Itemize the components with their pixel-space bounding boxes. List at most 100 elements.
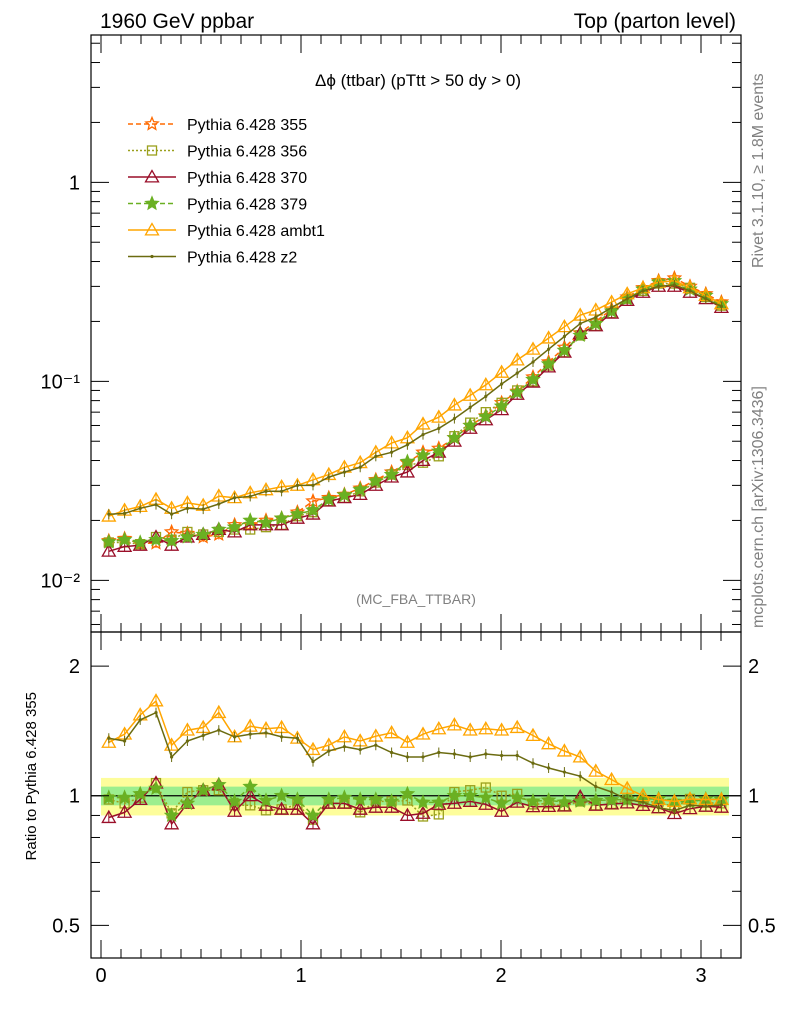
data-point (431, 409, 447, 423)
data-point (264, 731, 268, 735)
data-point (399, 785, 416, 801)
data-point (154, 503, 158, 507)
data-point (468, 405, 472, 409)
x-tick-label: 1 (295, 965, 306, 987)
data-point (305, 501, 321, 517)
data-point (540, 330, 557, 344)
data-point (154, 710, 158, 715)
data-point (478, 377, 494, 391)
data-point (493, 364, 510, 378)
data-point (123, 511, 127, 515)
data-point (452, 752, 456, 756)
data-point (116, 789, 133, 805)
data-point (493, 803, 510, 817)
data-point (107, 512, 111, 516)
data-point (515, 753, 519, 758)
series-z2-ratio (107, 707, 724, 816)
data-point (446, 429, 463, 445)
data-point (248, 494, 252, 499)
data-point (327, 749, 331, 753)
data-point (446, 397, 463, 411)
data-point (179, 722, 196, 736)
data-point (437, 426, 441, 431)
data-point (437, 750, 441, 755)
data-point (195, 781, 212, 797)
legend-label: Pythia 6.428 370 (187, 170, 307, 187)
data-point (289, 801, 306, 815)
legend-item: Pythia 6.428 355 (128, 115, 307, 134)
data-point (415, 726, 431, 740)
data-point (383, 725, 400, 739)
data-point (610, 790, 614, 794)
data-point (462, 787, 479, 803)
data-point (704, 804, 708, 808)
y-tick-label: 1 (69, 172, 80, 194)
data-point (226, 519, 243, 534)
data-point (217, 728, 221, 732)
data-point (195, 526, 211, 542)
data-point (478, 796, 494, 810)
data-point (588, 763, 604, 777)
data-point (477, 789, 494, 805)
data-point (688, 289, 692, 293)
data-point (305, 816, 321, 830)
data-point (415, 447, 431, 462)
data-point (170, 512, 174, 516)
data-point (185, 506, 189, 510)
data-point (179, 528, 196, 544)
data-point (226, 793, 243, 809)
data-point (163, 807, 180, 823)
series-355 (101, 269, 730, 551)
ratio-y-tick-label-right: 1 (748, 786, 759, 808)
data-point (170, 755, 174, 759)
data-point (556, 342, 573, 358)
data-point (368, 799, 384, 813)
data-point (280, 489, 284, 493)
data-point (374, 454, 378, 458)
data-point (226, 803, 243, 817)
data-point (452, 416, 456, 421)
data-point (610, 305, 614, 310)
data-point (641, 289, 645, 293)
data-point (431, 721, 447, 735)
data-point (484, 752, 488, 756)
series-ambt1 (101, 272, 730, 522)
data-point (211, 776, 227, 792)
data-point (116, 531, 133, 547)
data-point (578, 774, 582, 778)
data-point (233, 735, 237, 739)
ratio-ylabel: Ratio to Pythia 6.428 355 (23, 692, 40, 860)
data-point (531, 360, 535, 364)
data-point (588, 315, 604, 331)
legend-marker (150, 254, 154, 259)
data-point (478, 721, 494, 735)
data-point (431, 443, 447, 458)
data-point (493, 795, 510, 810)
legend: Pythia 6.428 355 Pythia 6.428 356 Pythia 6… (128, 115, 325, 267)
data-point (390, 450, 394, 454)
data-point (625, 797, 629, 802)
data-point (525, 727, 541, 742)
data-point (672, 808, 677, 813)
data-point (682, 800, 698, 815)
data-point (273, 510, 290, 525)
x-tick-label: 0 (95, 965, 106, 987)
data-point (163, 737, 180, 751)
data-point (484, 394, 488, 399)
data-point (295, 483, 299, 487)
data-point (242, 778, 259, 794)
data-point (462, 417, 478, 433)
data-point (399, 453, 416, 469)
data-point (688, 803, 692, 807)
data-point (352, 791, 369, 807)
y-tick-label: 10⁻² (41, 570, 81, 592)
legend-label: Pythia 6.428 z2 (187, 250, 297, 267)
data-point (336, 789, 353, 805)
data-point (572, 792, 588, 808)
legend-label: Pythia 6.428 356 (187, 144, 307, 161)
data-point (233, 496, 237, 500)
data-point (352, 481, 369, 497)
data-point (399, 807, 416, 821)
data-point (446, 717, 463, 731)
